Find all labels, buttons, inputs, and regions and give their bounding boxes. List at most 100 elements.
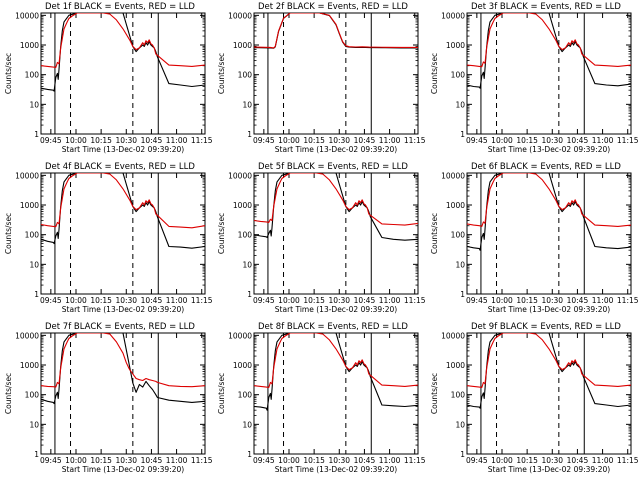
detector-panel-det9: Det 9f BLACK = Events, RED = LLD 1 10 100 10… bbox=[430, 322, 639, 474]
x-tick-label: 10:00 bbox=[65, 296, 87, 305]
panel-title: Det 6f BLACK = Events, RED = LLD bbox=[471, 162, 621, 172]
y-tick-label: 10000 bbox=[228, 11, 252, 20]
x-tick-label: 10:30 bbox=[115, 296, 137, 305]
y-axis-label: Counts/sec bbox=[430, 373, 439, 414]
plot-frame bbox=[253, 12, 419, 135]
x-tick-label: 11:00 bbox=[379, 456, 401, 465]
x-tick-label: 10:15 bbox=[90, 136, 112, 145]
panel-title: Det 1f BLACK = Events, RED = LLD bbox=[45, 2, 195, 12]
x-tick-label: 10:45 bbox=[567, 456, 589, 465]
x-tick-label: 10:30 bbox=[328, 136, 350, 145]
y-axis-label: Counts/sec bbox=[4, 53, 13, 94]
lld-series-line bbox=[41, 13, 205, 69]
panel-title: Det 9f BLACK = Events, RED = LLD bbox=[471, 322, 621, 332]
y-tick-label: 1 bbox=[460, 450, 465, 459]
x-tick-label: 10:30 bbox=[328, 296, 350, 305]
y-tick-label: 10000 bbox=[441, 171, 465, 180]
y-tick-label: 100 bbox=[25, 231, 40, 240]
lld-series-line bbox=[41, 333, 205, 388]
plot-frame bbox=[466, 172, 632, 295]
plot-data-region bbox=[467, 173, 631, 294]
x-tick-label: 10:45 bbox=[354, 296, 376, 305]
x-tick-label: 09:45 bbox=[253, 136, 275, 145]
detector-panel-det7: Det 7f BLACK = Events, RED = LLD 1 10 100 10… bbox=[4, 322, 213, 474]
y-tick-label: 10000 bbox=[15, 331, 39, 340]
x-tick-label: 10:30 bbox=[541, 296, 563, 305]
x-tick-label: 11:00 bbox=[592, 456, 614, 465]
x-tick-label: 11:00 bbox=[166, 296, 188, 305]
x-axis-label: Start Time (13-Dec-02 09:39:20) bbox=[62, 145, 184, 154]
y-tick-label: 1000 bbox=[233, 361, 252, 370]
y-tick-label: 10 bbox=[455, 420, 465, 429]
lld-series-line bbox=[254, 13, 418, 49]
x-tick-label: 11:15 bbox=[617, 296, 639, 305]
plot-frame bbox=[253, 332, 419, 455]
y-tick-label: 100 bbox=[238, 71, 253, 80]
y-tick-label: 10 bbox=[242, 420, 252, 429]
y-tick-label: 10000 bbox=[15, 171, 39, 180]
detector-panel-det1: Det 1f BLACK = Events, RED = LLD 1 10 100 10… bbox=[4, 2, 213, 154]
y-tick-label: 10 bbox=[455, 260, 465, 269]
x-tick-label: 10:15 bbox=[303, 136, 325, 145]
y-tick-label: 100 bbox=[451, 391, 466, 400]
y-tick-label: 100 bbox=[238, 391, 253, 400]
lld-series-line bbox=[467, 333, 631, 389]
x-tick-label: 11:15 bbox=[617, 456, 639, 465]
x-tick-label: 11:15 bbox=[404, 296, 426, 305]
plot-frame bbox=[40, 172, 206, 295]
y-tick-label: 1 bbox=[247, 450, 252, 459]
x-axis-label: Start Time (13-Dec-02 09:39:20) bbox=[275, 305, 397, 314]
x-tick-label: 10:00 bbox=[65, 136, 87, 145]
x-tick-label: 10:30 bbox=[115, 136, 137, 145]
x-tick-label: 09:45 bbox=[253, 296, 275, 305]
x-tick-label: 10:15 bbox=[516, 296, 538, 305]
x-tick-label: 10:30 bbox=[115, 456, 137, 465]
x-tick-label: 11:15 bbox=[404, 456, 426, 465]
x-tick-label: 10:15 bbox=[303, 456, 325, 465]
y-tick-label: 1000 bbox=[233, 201, 252, 210]
x-tick-label: 11:00 bbox=[379, 296, 401, 305]
x-tick-label: 10:00 bbox=[278, 296, 300, 305]
x-tick-label: 10:00 bbox=[278, 456, 300, 465]
y-tick-label: 100 bbox=[238, 231, 253, 240]
x-tick-label: 10:30 bbox=[541, 456, 563, 465]
plot-data-region bbox=[467, 333, 631, 454]
x-tick-label: 09:45 bbox=[466, 136, 488, 145]
x-tick-label: 10:45 bbox=[141, 456, 163, 465]
detector-panel-det5: Det 5f BLACK = Events, RED = LLD 1 10 100 10… bbox=[217, 162, 426, 314]
y-axis-label: Counts/sec bbox=[4, 373, 13, 414]
y-tick-label: 10 bbox=[29, 100, 39, 109]
x-tick-label: 10:15 bbox=[90, 456, 112, 465]
x-tick-label: 10:15 bbox=[303, 296, 325, 305]
x-tick-label: 10:15 bbox=[516, 456, 538, 465]
x-tick-label: 10:45 bbox=[141, 296, 163, 305]
panel-title: Det 7f BLACK = Events, RED = LLD bbox=[45, 322, 195, 332]
detector-panel-det6: Det 6f BLACK = Events, RED = LLD 1 10 100 10… bbox=[430, 162, 639, 314]
x-tick-label: 11:15 bbox=[404, 136, 426, 145]
y-axis-label: Counts/sec bbox=[217, 213, 226, 254]
y-tick-label: 10 bbox=[242, 260, 252, 269]
x-axis-label: Start Time (13-Dec-02 09:39:20) bbox=[488, 305, 610, 314]
plot-frame bbox=[40, 332, 206, 455]
x-tick-label: 11:00 bbox=[592, 136, 614, 145]
x-tick-label: 10:00 bbox=[491, 296, 513, 305]
x-tick-label: 11:15 bbox=[617, 136, 639, 145]
y-tick-label: 1 bbox=[247, 130, 252, 139]
x-tick-label: 10:45 bbox=[567, 296, 589, 305]
y-tick-label: 1 bbox=[460, 130, 465, 139]
x-tick-label: 10:00 bbox=[278, 136, 300, 145]
y-axis-label: Counts/sec bbox=[217, 53, 226, 94]
y-tick-label: 10000 bbox=[441, 331, 465, 340]
panel-title: Det 2f BLACK = Events, RED = LLD bbox=[258, 2, 408, 12]
x-tick-label: 11:00 bbox=[166, 136, 188, 145]
x-tick-label: 10:45 bbox=[354, 456, 376, 465]
lld-series-line bbox=[41, 173, 205, 229]
plot-frame bbox=[253, 172, 419, 295]
y-tick-label: 100 bbox=[25, 391, 40, 400]
events-series-line bbox=[41, 333, 205, 405]
x-tick-label: 10:30 bbox=[328, 456, 350, 465]
x-axis-label: Start Time (13-Dec-02 09:39:20) bbox=[488, 465, 610, 474]
x-tick-label: 10:45 bbox=[141, 136, 163, 145]
panel-title: Det 3f BLACK = Events, RED = LLD bbox=[471, 2, 621, 12]
